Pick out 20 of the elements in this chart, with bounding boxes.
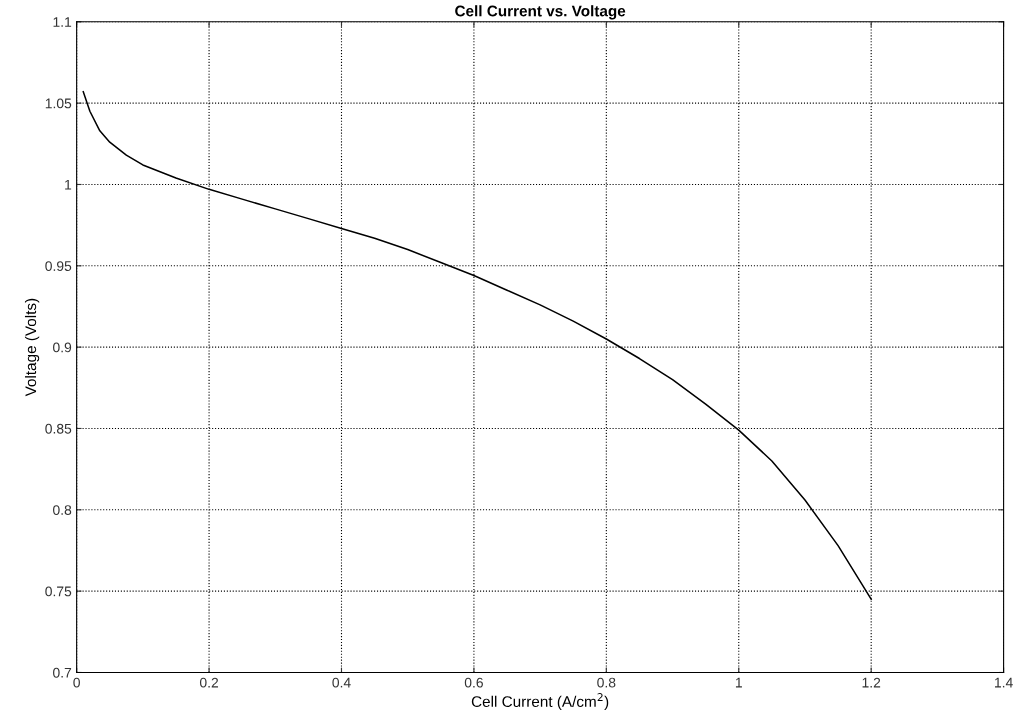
x-tick-label: 0.4 — [332, 677, 351, 688]
x-tick-label: 1.4 — [995, 677, 1013, 688]
x-tick-label: 0 — [73, 677, 80, 688]
y-tick-label: 0.75 — [45, 586, 72, 597]
y-tick-label: 1.1 — [53, 17, 72, 27]
y-tick-label: 0.8 — [53, 505, 72, 515]
x-tick-label: 1.2 — [862, 677, 881, 688]
y-axis-title: Voltage (Volts) — [24, 298, 40, 397]
x-tick-label: 0.6 — [464, 677, 483, 688]
chart-title: Cell Current vs. Voltage — [455, 5, 626, 20]
x-tick-label: 0.8 — [597, 677, 616, 688]
y-tick-label: 0.85 — [45, 423, 72, 434]
y-tick-label: 0.7 — [53, 667, 72, 678]
y-tick-label: 0.9 — [53, 342, 72, 353]
y-tick-label: 1 — [65, 179, 72, 190]
y-tick-label: 0.95 — [45, 261, 72, 271]
y-tick-label: 1.05 — [45, 98, 72, 109]
x-axis-title: Cell Current (A/cm$^{2}$) — [471, 693, 609, 711]
x-tick-label: 1 — [735, 677, 742, 688]
x-tick-label: 0.2 — [199, 677, 219, 688]
